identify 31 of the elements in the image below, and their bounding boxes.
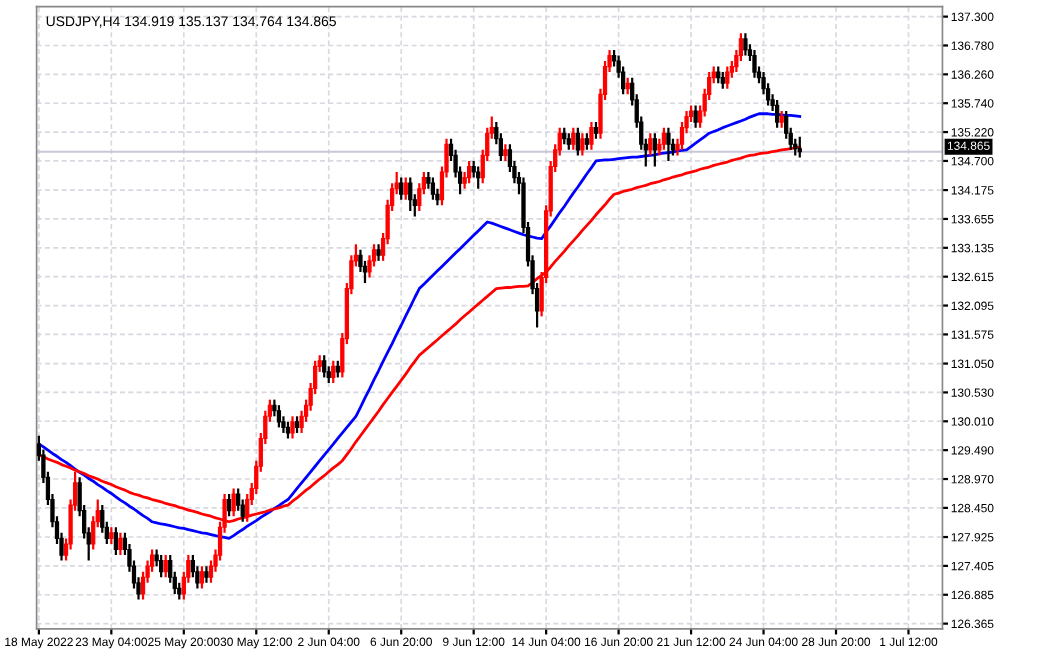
candlestick [575,126,580,157]
candlestick [589,120,594,151]
candlestick [752,48,757,79]
candlestick [430,176,436,201]
candlestick [226,492,232,518]
candlestick [774,98,780,129]
candlestick [797,135,802,159]
candlestick [652,132,657,168]
candlestick [476,165,481,190]
candlestick [648,132,653,157]
candlestick [276,404,282,429]
candlestick [231,487,236,518]
candlestick [163,553,168,579]
candlestick [159,553,164,579]
candlestick [661,126,667,151]
candlestick [580,132,585,157]
candlestick [408,176,413,213]
candlestick [322,354,327,379]
candlestick [331,359,336,385]
candlestick [399,176,404,201]
candlestick [693,104,698,129]
candlestick [666,126,671,163]
candlestick [199,565,205,590]
candlestick [403,176,408,201]
candlestick [113,526,119,557]
candlestick [290,415,295,440]
candlestick [118,531,123,557]
candlestick [571,126,576,151]
candlestick [725,65,730,90]
candlestick [467,159,472,185]
candlestick [743,32,748,57]
